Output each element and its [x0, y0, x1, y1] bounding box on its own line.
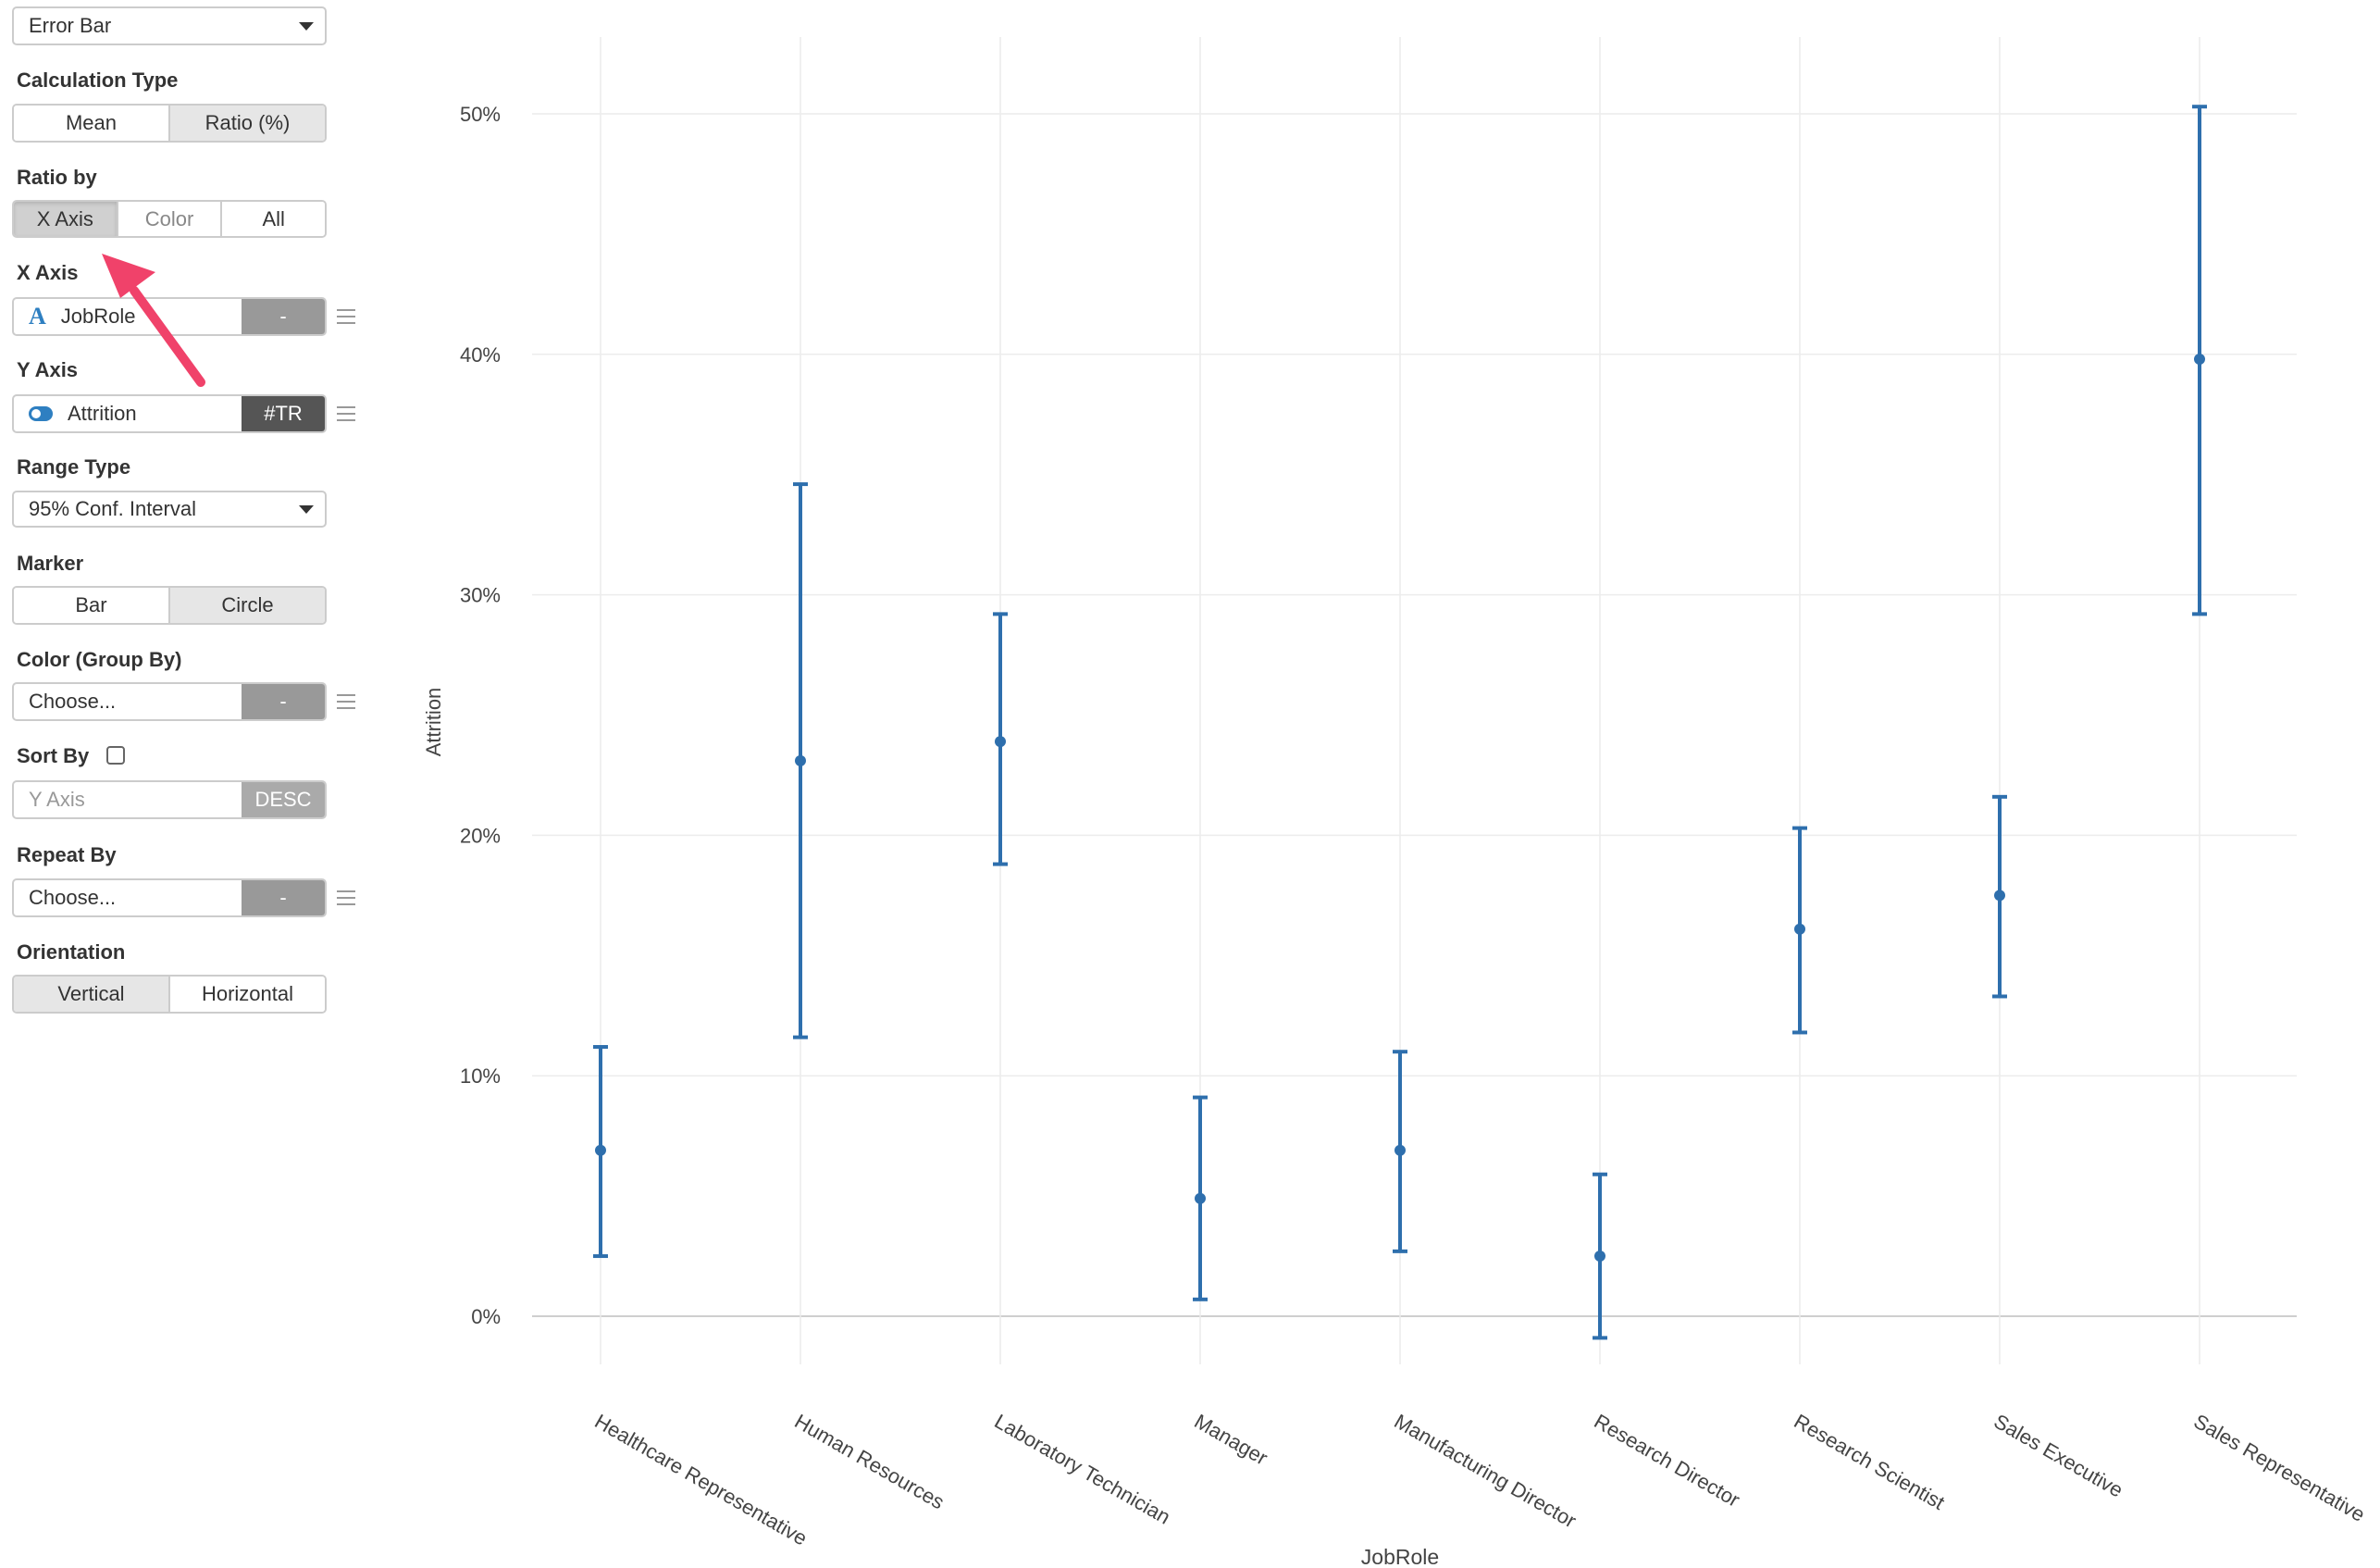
ratio-by-all-button[interactable]: All	[222, 202, 325, 236]
error-bar-marker	[995, 736, 1006, 748]
error-bar-marker	[1794, 923, 1805, 935]
marker-toggle: Bar Circle	[12, 586, 327, 625]
error-bar	[1393, 1050, 1407, 1253]
ratio-by-label: Ratio by	[17, 166, 97, 189]
y-tick-label: 30%	[460, 584, 501, 607]
repeat-menu-icon[interactable]	[337, 890, 355, 910]
error-bar-marker	[1395, 1144, 1406, 1156]
logical-type-icon	[29, 406, 53, 421]
error-bar-marker	[795, 754, 806, 766]
x-tick-label: Manager	[1191, 1410, 1272, 1470]
calc-mean-button[interactable]: Mean	[14, 106, 170, 141]
x-tick-label: Human Resources	[791, 1410, 948, 1514]
ratio-by-toggle: X Axis Color All	[12, 200, 327, 238]
x-tick-label: Manufacturing Director	[1391, 1410, 1580, 1533]
y-axis-column-name: Attrition	[68, 402, 137, 425]
color-group-by-label: Color (Group By)	[17, 648, 182, 671]
error-bar	[1792, 826, 1807, 1035]
error-bar	[2192, 105, 2207, 616]
calculation-type-label: Calculation Type	[17, 68, 179, 92]
y-axis-column: Attrition	[14, 396, 242, 431]
chevron-down-icon	[299, 22, 314, 31]
error-bar	[993, 612, 1008, 866]
color-group-by-value: Choose...	[29, 690, 117, 713]
x-tick-label: Sales Executive	[1990, 1410, 2127, 1502]
sort-order-button[interactable]: DESC	[242, 782, 325, 817]
x-axis-column-name: JobRole	[60, 305, 136, 328]
marker-label: Marker	[17, 552, 84, 575]
sort-by-field: Y Axis DESC	[12, 780, 327, 819]
y-tick-label: 20%	[460, 824, 501, 847]
settings-panel: Error Bar Calculation Type Mean Ratio (%…	[0, 0, 370, 1568]
error-bar	[1193, 1095, 1208, 1301]
color-menu-icon[interactable]	[337, 694, 355, 714]
x-tick-label: Research Director	[1591, 1410, 1744, 1512]
repeat-by-label: Repeat By	[17, 843, 117, 866]
repeat-by-value: Choose...	[29, 886, 117, 909]
y-axis-function-button[interactable]: #TR	[242, 396, 325, 431]
x-axis-function-button[interactable]: -	[242, 299, 325, 334]
color-group-by-field[interactable]: Choose... -	[12, 682, 327, 721]
chart-type-value: Error Bar	[29, 14, 112, 37]
error-bar-marker	[1594, 1251, 1605, 1263]
repeat-by-field[interactable]: Choose... -	[12, 878, 327, 917]
ratio-by-color-button[interactable]: Color	[118, 202, 223, 236]
chevron-down-icon	[299, 505, 314, 514]
error-bar	[593, 1045, 608, 1259]
range-type-dropdown[interactable]: 95% Conf. Interval	[12, 491, 327, 528]
y-axis-field[interactable]: Attrition #TR	[12, 394, 327, 433]
y-axis-title: Attrition	[422, 688, 445, 757]
x-tick-label: Laboratory Technician	[991, 1410, 1175, 1529]
orientation-vertical-button[interactable]: Vertical	[14, 977, 170, 1012]
x-tick-label: Sales Representative	[2190, 1410, 2370, 1526]
error-bar-marker	[595, 1144, 606, 1156]
error-bars	[593, 105, 2207, 1340]
chart-grid	[532, 37, 2297, 1364]
x-axis-label: X Axis	[17, 261, 79, 284]
y-axis-ticks: 0% 10% 20% 30% 40% 50%	[460, 103, 501, 1328]
color-function-button[interactable]: -	[242, 684, 325, 719]
error-bar	[793, 482, 808, 1039]
x-axis-column: A JobRole	[14, 299, 242, 334]
x-axis-menu-icon[interactable]	[337, 309, 355, 329]
orientation-label: Orientation	[17, 940, 126, 964]
error-bar-marker	[1994, 890, 2005, 902]
x-tick-label: Research Scientist	[1791, 1410, 1949, 1514]
repeat-function-button[interactable]: -	[242, 880, 325, 915]
error-bar-marker	[2194, 353, 2205, 365]
sort-by-placeholder: Y Axis	[29, 788, 85, 811]
y-tick-label: 40%	[460, 343, 501, 367]
range-type-value: 95% Conf. Interval	[29, 497, 196, 520]
error-bar	[1593, 1172, 1607, 1340]
error-bar	[1992, 794, 2007, 999]
y-axis-label: Y Axis	[17, 358, 79, 381]
y-tick-label: 50%	[460, 103, 501, 126]
range-type-label: Range Type	[17, 455, 131, 479]
sort-by-checkbox[interactable]	[106, 746, 125, 765]
x-tick-label: Healthcare Representative	[591, 1410, 812, 1550]
text-type-icon: A	[29, 303, 46, 330]
y-axis-menu-icon[interactable]	[337, 406, 355, 426]
sort-by-label: Sort By	[17, 744, 90, 767]
chart-type-dropdown[interactable]: Error Bar	[12, 6, 327, 45]
y-tick-label: 10%	[460, 1064, 501, 1088]
orientation-horizontal-button[interactable]: Horizontal	[170, 977, 325, 1012]
marker-bar-button[interactable]: Bar	[14, 588, 170, 623]
calc-ratio-button[interactable]: Ratio (%)	[170, 106, 325, 141]
y-tick-label: 0%	[471, 1305, 501, 1328]
orientation-toggle: Vertical Horizontal	[12, 975, 327, 1014]
error-bar-marker	[1195, 1192, 1206, 1204]
ratio-by-x-axis-button[interactable]: X Axis	[14, 202, 118, 236]
annotation-arrow-icon	[102, 254, 205, 387]
x-axis-title: JobRole	[1361, 1545, 1439, 1568]
calculation-type-toggle: Mean Ratio (%)	[12, 104, 327, 143]
marker-circle-button[interactable]: Circle	[170, 588, 325, 623]
